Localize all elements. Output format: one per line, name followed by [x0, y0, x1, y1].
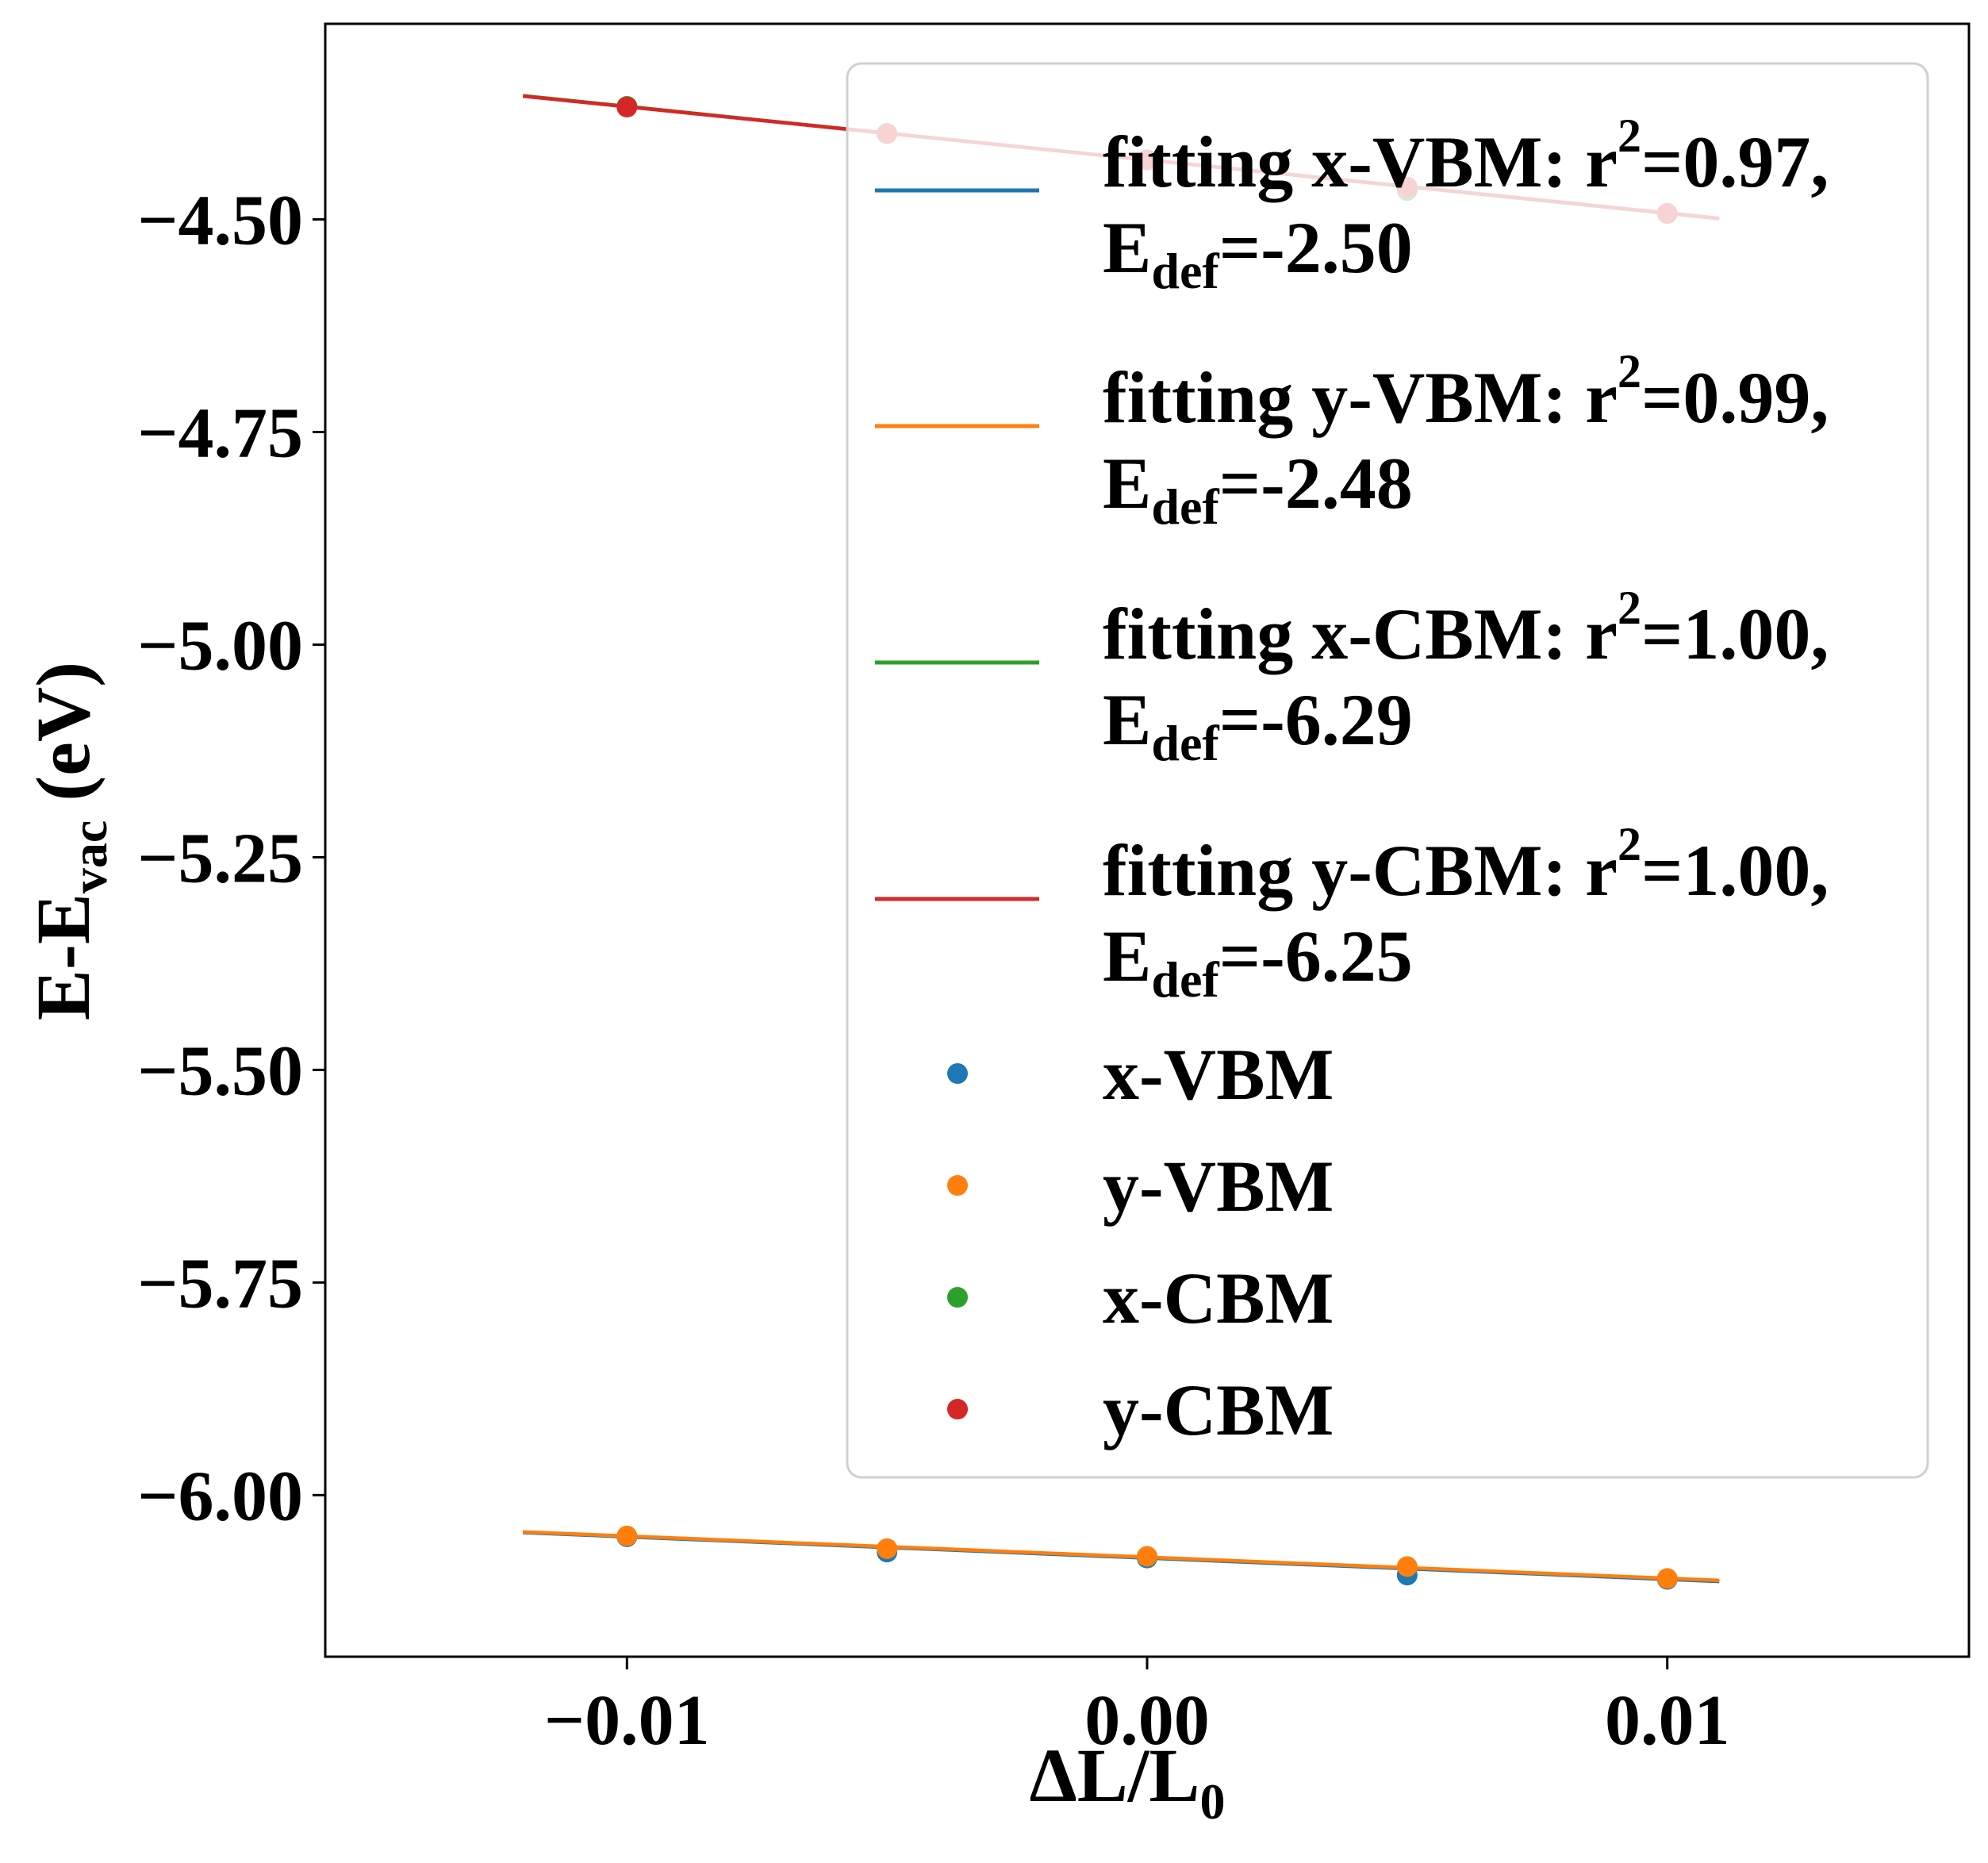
edef-value: =-6.25	[1219, 916, 1413, 997]
legend-label-x-CBM: fitting x-CBM: r2=1.00,	[1103, 582, 1829, 674]
legend-edef-x-VBM: Edef=-2.50	[1103, 207, 1413, 299]
edef-symbol-sub: def	[1151, 478, 1219, 535]
legend-label-main: fitting x-CBM: r	[1103, 593, 1618, 674]
x-tick-label: 0.00	[1084, 1681, 1210, 1760]
point-y-VBM	[877, 1538, 898, 1559]
legend-label-main: fitting y-VBM: r	[1103, 357, 1618, 438]
edef-symbol-sub: def	[1151, 715, 1219, 771]
y-axis-title: E-Evac (eV)	[21, 662, 117, 1020]
point-y-VBM	[1396, 1556, 1418, 1577]
y-tick-label: −4.50	[137, 182, 303, 260]
legend-series-label: x-VBM	[1103, 1034, 1334, 1115]
y-tick-label: −6.00	[137, 1457, 303, 1535]
edef-symbol: E	[1103, 207, 1151, 288]
legend-series-label: y-VBM	[1103, 1146, 1334, 1227]
legend: fitting x-VBM: r2=0.97,Edef=-2.50fitting…	[846, 62, 1929, 1479]
legend-label-y-VBM: fitting y-VBM: r2=0.99,	[1103, 345, 1829, 438]
legend-label-y-CBM: fitting y-CBM: r2=1.00,	[1103, 818, 1829, 911]
point-y-VBM	[1137, 1546, 1157, 1567]
point-y-VBM	[616, 1525, 638, 1546]
legend-label-sup: 2	[1618, 345, 1641, 398]
legend-label-sup: 2	[1618, 582, 1641, 634]
edef-value: =-6.29	[1219, 679, 1413, 760]
point-y-VBM	[1656, 1568, 1678, 1589]
x-tick-label: −0.01	[544, 1681, 710, 1760]
legend-series-label: y-CBM	[1103, 1369, 1334, 1450]
point-y-CBM	[616, 97, 638, 118]
edef-symbol-sub: def	[1151, 951, 1219, 1008]
edef-value: =-2.48	[1219, 443, 1413, 524]
x-axis-title: ΔL/L0	[1030, 1733, 1226, 1830]
edef-symbol: E	[1103, 916, 1151, 997]
x-axis-title-sub: 0	[1199, 1773, 1225, 1830]
legend-box	[846, 62, 1929, 1479]
legend-label-x-VBM: fitting x-VBM: r2=0.97,	[1103, 109, 1829, 202]
y-axis-title-unit: (eV)	[21, 662, 106, 820]
y-tick-label: −5.75	[137, 1244, 303, 1323]
legend-label-main: fitting y-CBM: r	[1103, 830, 1618, 911]
legend-marker-x-CBM	[947, 1287, 968, 1308]
edef-value: =-2.50	[1219, 207, 1413, 288]
y-tick-label: −4.75	[137, 394, 303, 473]
axis-ticks: −0.01 0.00 0.01 −4.50 −4.75 −5.00 −5.25 −5.50 −5…	[137, 182, 1729, 1760]
edef-symbol-sub: def	[1151, 243, 1219, 299]
legend-marker-x-VBM	[947, 1063, 968, 1084]
legend-edef-x-CBM: Edef=-6.29	[1103, 679, 1413, 771]
legend-label-tail: =0.99,	[1641, 357, 1829, 438]
legend-series-label: x-CBM	[1103, 1258, 1334, 1339]
y-tick-label: −5.00	[137, 606, 303, 685]
y-axis-title-main: E-E	[21, 893, 106, 1020]
legend-label-sup: 2	[1618, 109, 1641, 162]
legend-edef-y-CBM: Edef=-6.25	[1103, 916, 1413, 1008]
y-tick-label: −5.25	[137, 819, 303, 897]
legend-label-tail: =0.97,	[1641, 121, 1829, 202]
y-axis-title-sub: vac	[61, 820, 117, 893]
legend-marker-y-VBM	[947, 1175, 968, 1196]
fit-line-y-VBM	[523, 1530, 1720, 1583]
x-tick-label: 0.01	[1605, 1681, 1730, 1760]
legend-edef-y-VBM: Edef=-2.48	[1103, 443, 1413, 535]
legend-label-tail: =1.00,	[1641, 593, 1829, 674]
x-axis-title-main: ΔL/L	[1030, 1733, 1200, 1818]
axis-titles: ΔL/L0 E-Evac (eV)	[21, 662, 1225, 1830]
legend-label-tail: =1.00,	[1641, 830, 1829, 911]
legend-label-main: fitting x-VBM: r	[1103, 121, 1618, 202]
edef-symbol: E	[1103, 443, 1151, 524]
legend-marker-y-CBM	[947, 1399, 968, 1419]
legend-label-sup: 2	[1618, 818, 1641, 870]
y-tick-label: −5.50	[137, 1031, 303, 1110]
edef-symbol: E	[1103, 679, 1151, 760]
